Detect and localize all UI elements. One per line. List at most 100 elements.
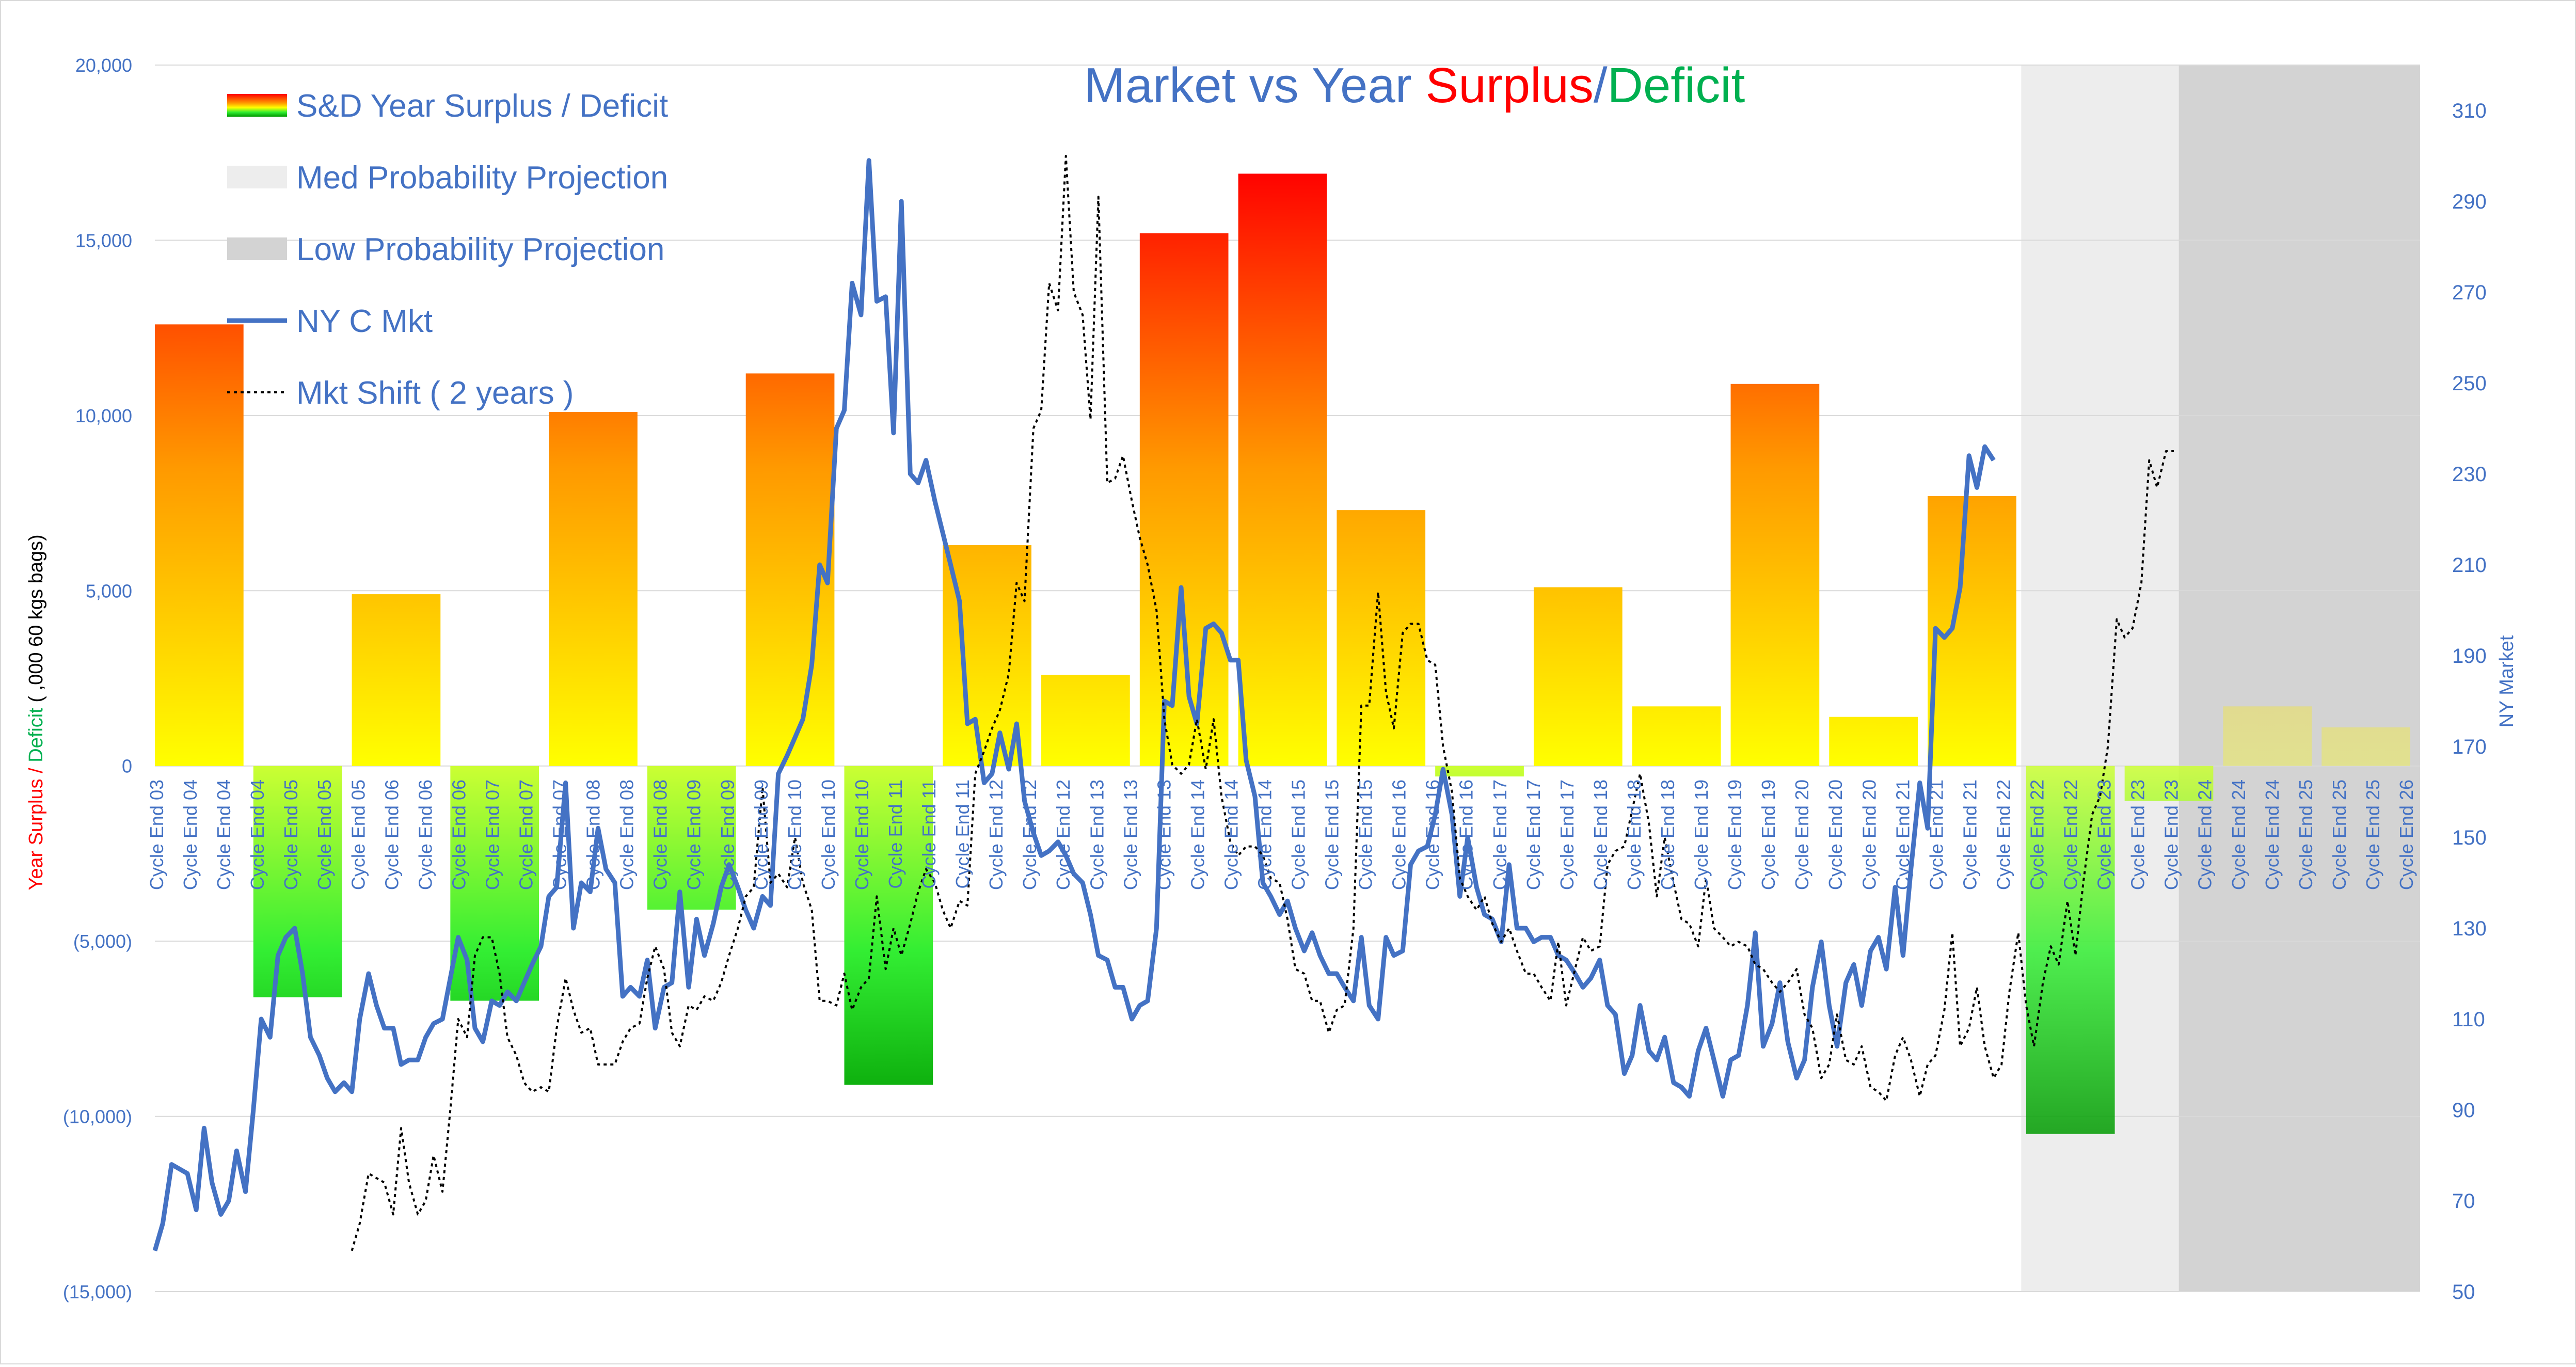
left-axis-label-part: Year Surplus / <box>25 762 47 891</box>
x-tick-label: Cycle End 06 <box>415 780 436 890</box>
legend-label: Mkt Shift ( 2 years ) <box>296 375 574 411</box>
left-tick-label: (10,000) <box>63 1106 132 1127</box>
x-tick-label: Cycle End 21 <box>1959 780 1980 890</box>
x-tick-label: Cycle End 11 <box>885 780 906 888</box>
x-tick-label: Cycle End 05 <box>314 780 335 890</box>
x-tick-label: Cycle End 06 <box>448 780 469 890</box>
legend: S&D Year Surplus / Deficit Med Probabilit… <box>227 88 668 411</box>
x-tick-label: Cycle End 04 <box>213 780 234 890</box>
x-tick-label: Cycle End 10 <box>851 780 872 890</box>
x-tick-label: Cycle End 12 <box>1019 780 1040 890</box>
chart-title-part: Surplus <box>1425 58 1594 113</box>
x-tick-label: Cycle End 05 <box>347 780 369 890</box>
x-tick-label: Cycle End 25 <box>2362 780 2383 890</box>
right-tick-label: 250 <box>2452 372 2487 395</box>
x-tick-label: Cycle End 23 <box>2094 780 2115 890</box>
legend-swatch-box <box>227 237 287 260</box>
bar-year-18 <box>1632 706 1721 766</box>
x-tick-label: Cycle End 09 <box>751 780 772 890</box>
bar-year-17 <box>1533 587 1623 766</box>
x-tick-label: Cycle End 13 <box>1153 780 1174 890</box>
x-tick-label: Cycle End 14 <box>1254 780 1276 890</box>
left-axis-label-part: ( ,000 60 kgs bags) <box>25 534 47 708</box>
right-axis-ticks: 310 290 270 250 230 210 190 170 150 130 110 90 70 50 <box>2452 100 2487 1304</box>
x-tick-label: Cycle End 04 <box>247 780 268 890</box>
x-tick-label: Cycle End 06 <box>381 780 402 890</box>
x-tick-label: Cycle End 17 <box>1489 780 1510 890</box>
legend-label: S&D Year Surplus / Deficit <box>296 88 668 124</box>
x-tick-label: Cycle End 20 <box>1825 780 1846 890</box>
bar-year-16 <box>1435 766 1524 777</box>
x-tick-label: Cycle End 24 <box>2195 780 2216 890</box>
x-tick-label: Cycle End 22 <box>2060 780 2081 890</box>
left-axis-label-part: Deficit <box>25 708 47 762</box>
legend-item: NY C Mkt <box>227 304 433 339</box>
x-tick-label: Cycle End 05 <box>280 780 301 890</box>
left-tick-label: 15,000 <box>75 230 132 251</box>
chart-title-part: Market vs Year <box>1084 58 1426 113</box>
legend-item: Mkt Shift ( 2 years ) <box>227 375 574 411</box>
x-tick-label: Cycle End 11 <box>952 780 973 888</box>
bar-year-14 <box>1238 173 1327 766</box>
x-tick-label: Cycle End 23 <box>2161 780 2182 890</box>
bar-year-25 <box>2321 727 2410 766</box>
chart-title-part: / <box>1594 58 1608 113</box>
legend-label: Low Probability Projection <box>296 232 664 267</box>
legend-item: Med Probability Projection <box>227 160 668 196</box>
x-tick-label: Cycle End 25 <box>2295 780 2316 890</box>
bar-year-19 <box>1730 384 1820 766</box>
right-tick-label: 190 <box>2452 645 2487 667</box>
x-tick-label: Cycle End 24 <box>2228 780 2249 890</box>
market-lines <box>152 155 2174 1252</box>
x-tick-label: Cycle End 18 <box>1590 780 1611 890</box>
x-tick-label: Cycle End 25 <box>2329 780 2350 890</box>
x-tick-label: Cycle End 15 <box>1322 780 1343 890</box>
x-tick-label: Cycle End 21 <box>1926 780 1947 890</box>
right-tick-label: 70 <box>2452 1190 2475 1213</box>
chart-title-part: Deficit <box>1608 58 1745 113</box>
x-tick-label: Cycle End 15 <box>1288 780 1309 890</box>
right-tick-label: 90 <box>2452 1099 2475 1122</box>
x-tick-label: Cycle End 08 <box>616 780 638 890</box>
x-tick-label: Cycle End 18 <box>1624 780 1645 890</box>
left-tick-label: 0 <box>122 756 132 777</box>
x-tick-label: Cycle End 11 <box>918 780 940 888</box>
right-tick-label: 230 <box>2452 463 2487 486</box>
left-tick-label: (15,000) <box>63 1281 132 1302</box>
bar-year-22 <box>2026 766 2115 1134</box>
bar-year-10 <box>844 766 933 1085</box>
x-tick-label: Cycle End 16 <box>1456 780 1477 890</box>
bar-year-23 <box>2124 766 2214 801</box>
x-tick-label: Cycle End 08 <box>583 780 604 890</box>
left-tick-label: 10,000 <box>75 405 132 426</box>
x-tick-label: Cycle End 12 <box>1053 780 1074 890</box>
bar-year-03 <box>155 324 244 766</box>
right-tick-label: 150 <box>2452 826 2487 849</box>
legend-item: Low Probability Projection <box>227 232 664 267</box>
x-tick-label: Cycle End 19 <box>1758 780 1779 890</box>
bar-year-12 <box>1041 675 1130 766</box>
series-line-ny-c-mkt <box>152 158 1996 1252</box>
x-tick-label: Cycle End 10 <box>784 780 805 890</box>
right-tick-label: 310 <box>2452 100 2487 122</box>
right-tick-label: 210 <box>2452 554 2487 577</box>
left-tick-label: 20,000 <box>75 55 132 76</box>
bar-year-24 <box>2223 706 2312 766</box>
legend-label: NY C Mkt <box>296 304 433 339</box>
x-tick-label: Cycle End 17 <box>1523 780 1544 890</box>
legend-swatch-gradient <box>227 94 287 117</box>
x-tick-label: Cycle End 16 <box>1422 780 1443 890</box>
x-tick-label: Cycle End 13 <box>1086 780 1107 890</box>
projection-zone-low <box>2179 65 2420 1292</box>
right-tick-label: 290 <box>2452 190 2487 213</box>
x-tick-label: Cycle End 10 <box>818 780 839 890</box>
left-axis-label: Year Surplus / Deficit ( ,000 60 kgs bag… <box>25 534 47 890</box>
x-tick-label: Cycle End 07 <box>549 780 570 890</box>
x-tick-label: Cycle End 07 <box>516 780 537 890</box>
x-tick-label: Cycle End 21 <box>1892 780 1913 890</box>
right-axis-label: NY Market <box>2496 635 2518 727</box>
x-tick-label: Cycle End 03 <box>146 780 167 890</box>
x-tick-label: Cycle End 23 <box>2127 780 2149 890</box>
